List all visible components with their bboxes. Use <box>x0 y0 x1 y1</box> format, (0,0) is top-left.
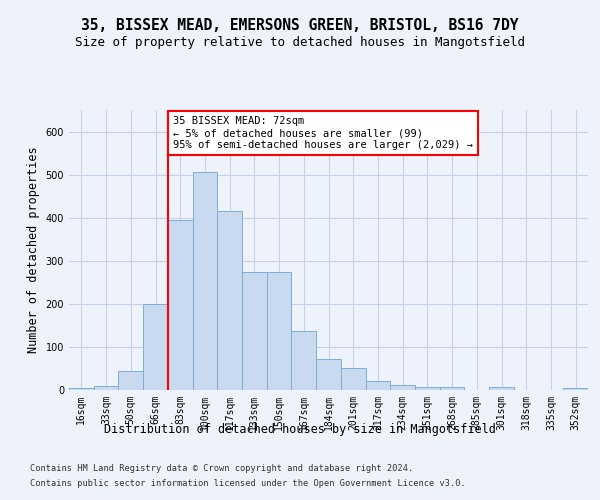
Text: Distribution of detached houses by size in Mangotsfield: Distribution of detached houses by size … <box>104 422 496 436</box>
Bar <box>267 272 292 390</box>
Bar <box>440 387 464 390</box>
Bar <box>69 388 94 390</box>
Bar <box>292 331 316 390</box>
Text: Contains public sector information licensed under the Open Government Licence v3: Contains public sector information licen… <box>30 479 466 488</box>
Bar <box>94 386 118 390</box>
Text: 35 BISSEX MEAD: 72sqm
← 5% of detached houses are smaller (99)
95% of semi-detac: 35 BISSEX MEAD: 72sqm ← 5% of detached h… <box>173 116 473 150</box>
Y-axis label: Number of detached properties: Number of detached properties <box>27 146 40 354</box>
Bar <box>390 385 415 390</box>
Bar <box>118 370 143 390</box>
Bar <box>316 359 341 390</box>
Bar <box>415 386 440 390</box>
Bar <box>217 211 242 390</box>
Bar <box>489 386 514 390</box>
Bar <box>168 220 193 390</box>
Bar <box>242 272 267 390</box>
Text: Contains HM Land Registry data © Crown copyright and database right 2024.: Contains HM Land Registry data © Crown c… <box>30 464 413 473</box>
Bar <box>341 368 365 390</box>
Bar <box>365 380 390 390</box>
Text: Size of property relative to detached houses in Mangotsfield: Size of property relative to detached ho… <box>75 36 525 49</box>
Text: 35, BISSEX MEAD, EMERSONS GREEN, BRISTOL, BS16 7DY: 35, BISSEX MEAD, EMERSONS GREEN, BRISTOL… <box>81 18 519 32</box>
Bar <box>193 172 217 390</box>
Bar <box>143 304 168 390</box>
Bar <box>563 388 588 390</box>
